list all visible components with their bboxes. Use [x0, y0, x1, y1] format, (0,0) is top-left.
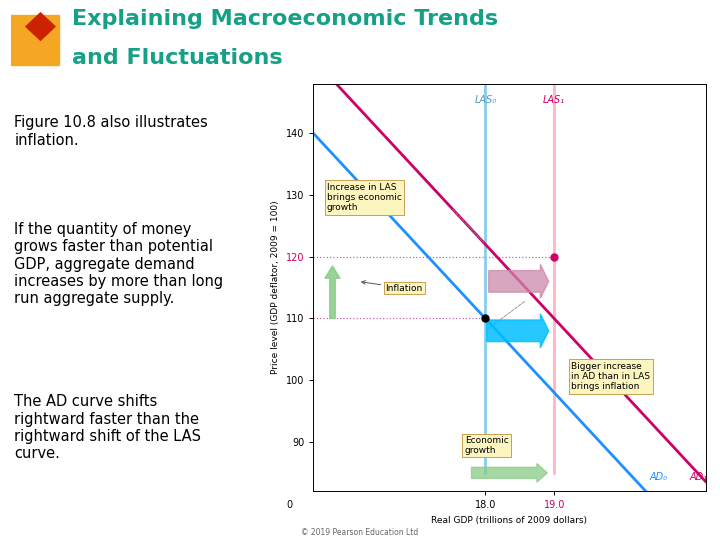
FancyArrow shape [325, 266, 340, 319]
Text: and Fluctuations: and Fluctuations [72, 48, 283, 68]
FancyArrow shape [489, 265, 549, 299]
Polygon shape [11, 16, 59, 65]
Polygon shape [26, 13, 55, 40]
Text: If the quantity of money
grows faster than potential
GDP, aggregate demand
incre: If the quantity of money grows faster th… [14, 222, 223, 306]
Y-axis label: Price level (GDP deflator, 2009 = 100): Price level (GDP deflator, 2009 = 100) [271, 201, 280, 374]
FancyArrow shape [472, 464, 547, 482]
Text: AD₀: AD₀ [649, 472, 667, 482]
Text: The AD curve shifts
rightward faster than the
rightward shift of the LAS
curve.: The AD curve shifts rightward faster tha… [14, 394, 202, 461]
Text: AD₁: AD₁ [690, 472, 708, 482]
Text: Inflation: Inflation [361, 281, 423, 293]
Text: 0: 0 [287, 500, 293, 510]
Text: Economic
growth: Economic growth [464, 436, 508, 455]
X-axis label: Real GDP (trillions of 2009 dollars): Real GDP (trillions of 2009 dollars) [431, 516, 588, 525]
Text: LAS₀: LAS₀ [474, 96, 496, 105]
FancyArrow shape [487, 314, 549, 348]
Text: LAS₁: LAS₁ [543, 96, 565, 105]
Text: Increase in LAS
brings economic
growth: Increase in LAS brings economic growth [327, 183, 402, 212]
Text: Explaining Macroeconomic Trends: Explaining Macroeconomic Trends [72, 9, 498, 29]
Text: Bigger increase
in AD than in LAS
brings inflation: Bigger increase in AD than in LAS brings… [572, 362, 650, 392]
Text: Figure 10.8 also illustrates
inflation.: Figure 10.8 also illustrates inflation. [14, 115, 208, 147]
Text: © 2019 Pearson Education Ltd: © 2019 Pearson Education Ltd [302, 528, 418, 537]
